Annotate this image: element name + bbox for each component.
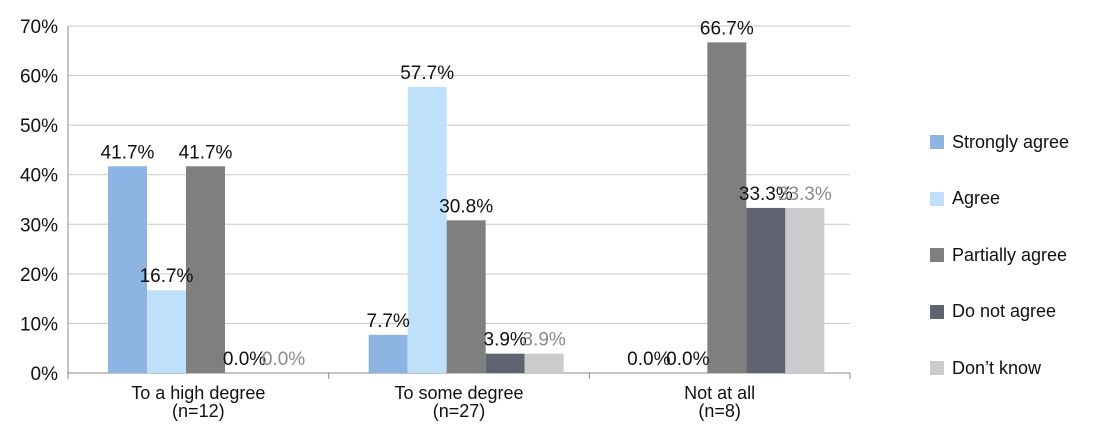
legend-swatch [930,361,944,376]
x-category-label: (n=27) [433,401,486,421]
legend-item: Agree [930,171,1102,228]
y-tick-label: 30% [20,215,58,236]
legend-swatch [930,191,944,206]
bar-don-t-know [785,207,825,373]
data-label: 33.3% [778,184,832,205]
data-label: 0.0% [262,349,305,370]
bar-do-not-agree [746,207,786,373]
legend-item: Do not agree [930,284,1102,341]
legend-swatch [930,135,944,150]
bars [108,42,825,374]
legend-item: Partially agree [930,227,1102,284]
data-label: 16.7% [140,266,194,287]
data-label: 3.9% [484,330,527,351]
data-label: 41.7% [179,142,233,163]
y-tick-label: 0% [31,364,59,385]
y-tick-label: 70% [20,17,58,38]
y-tick-label: 10% [20,314,58,335]
legend-swatch [930,248,944,263]
data-label: 3.9% [523,330,566,351]
legend-label: Strongly agree [952,131,1070,152]
data-label: 33.3% [739,184,793,205]
legend-label: Do not agree [952,301,1057,322]
legend-label: Agree [952,188,1001,209]
legend-label: Don’t know [952,357,1042,378]
bar-do-not-agree [485,353,525,373]
x-category-label: (n=12) [172,401,225,421]
y-tick-label: 20% [20,265,58,286]
bar-strongly-agree [368,334,408,373]
data-label: 7.7% [367,311,410,332]
data-label: 30.8% [439,196,493,217]
bar-strongly-agree [108,166,147,373]
data-label: 66.7% [700,18,754,39]
bar-agree [407,86,447,374]
bar-agree [147,290,186,373]
x-category-label: To some degree [394,383,523,403]
data-label: 0.0% [627,349,670,370]
x-category-label: (n=8) [698,401,741,421]
bar-partially-agree [707,42,747,373]
legend-item: Strongly agree [930,114,1102,171]
data-labels: 41.7% 7.7% 0.0% 16.7% 57.7% 0.0% 41.7% 30.8% 66.… [101,18,832,370]
data-label: 0.0% [666,349,709,370]
data-label: 0.0% [223,349,266,370]
data-label: 41.7% [101,142,155,163]
legend-label: Partially agree [952,244,1068,265]
legend-item: Don’t know [930,340,1102,397]
legend-swatch [930,304,944,319]
bar-partially-agree [446,220,486,373]
bar-partially-agree [186,166,225,373]
x-category-label: Not at all [684,383,755,403]
y-tick-label: 50% [20,116,58,137]
x-category-label: To a high degree [131,383,265,403]
data-label: 57.7% [400,63,454,84]
y-tick-label: 60% [20,67,58,88]
y-tick-label: 40% [20,166,58,187]
bar-don-t-know [524,353,564,373]
legend: Strongly agree Agree Partially agree Do not… [930,114,1102,397]
